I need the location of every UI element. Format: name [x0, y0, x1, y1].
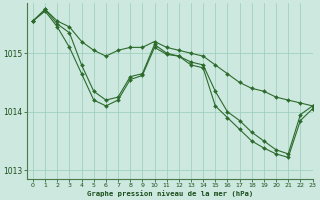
- X-axis label: Graphe pression niveau de la mer (hPa): Graphe pression niveau de la mer (hPa): [87, 190, 253, 197]
